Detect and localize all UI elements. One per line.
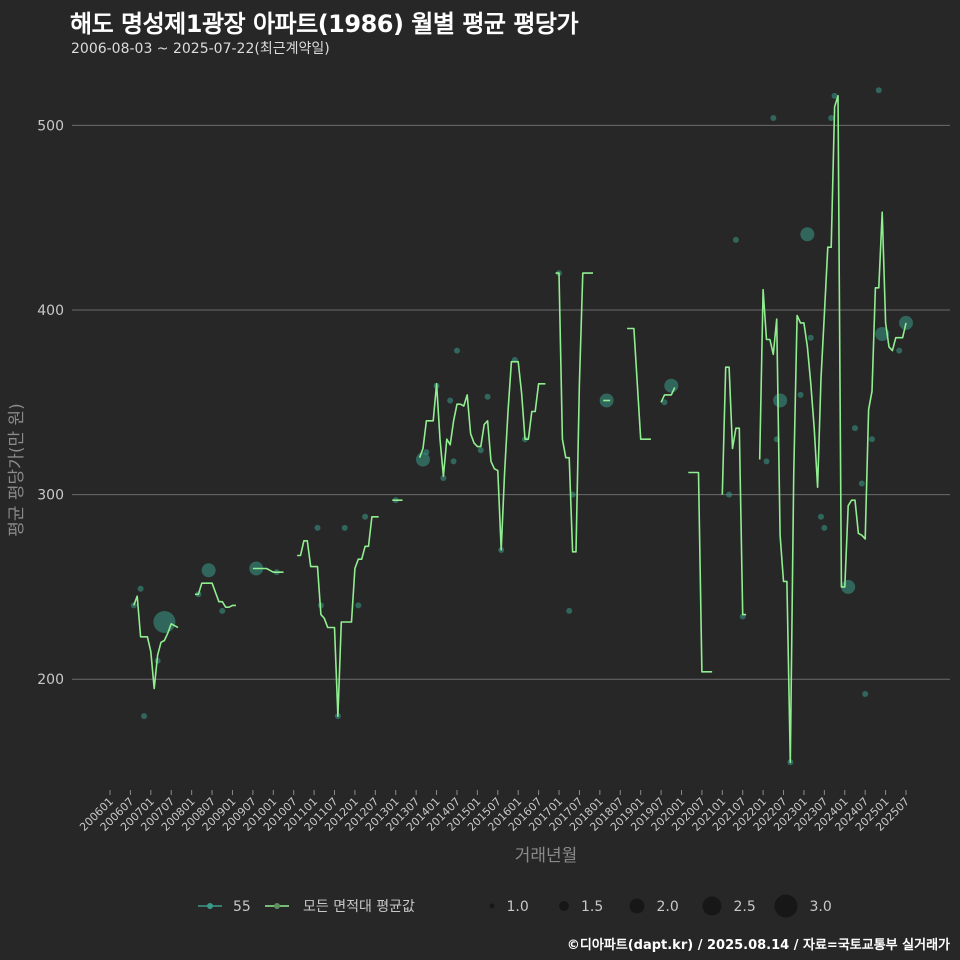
avg-line-segment bbox=[758, 95, 907, 764]
legend-avg-dot bbox=[274, 903, 280, 909]
legend-size-circle bbox=[629, 898, 645, 914]
data-point-55 bbox=[341, 524, 348, 531]
legend-size-label: 2.0 bbox=[657, 899, 679, 915]
data-point-55 bbox=[875, 87, 882, 94]
avg-line-segment bbox=[555, 272, 593, 553]
data-point-55 bbox=[858, 480, 865, 487]
legend-layer: 55 모든 면적대 평균값 1.0 1.5 2.0 2.5 3.0 bbox=[198, 894, 832, 918]
data-point-55 bbox=[831, 92, 838, 99]
data-point-55 bbox=[821, 524, 828, 531]
data-point-55 bbox=[896, 347, 903, 354]
data-point-55 bbox=[807, 334, 814, 341]
avg-line-segment bbox=[418, 360, 546, 551]
data-point-55 bbox=[440, 475, 447, 481]
data-point-55 bbox=[362, 513, 369, 520]
data-point-55 bbox=[137, 585, 144, 592]
data-point-55 bbox=[800, 227, 815, 242]
y-tick-label: 500 bbox=[37, 118, 64, 134]
avg-line-segment bbox=[133, 595, 179, 690]
data-point-55 bbox=[773, 393, 788, 408]
legend-size-label: 1.0 bbox=[507, 899, 529, 915]
legend-avg-label: 모든 면적대 평균값 bbox=[303, 899, 415, 915]
avg-line-segment bbox=[195, 582, 236, 608]
chart-subtitle: 2006-08-03 ~ 2025-07-22(최근계약일) bbox=[71, 41, 330, 57]
legend-size-label: 2.5 bbox=[734, 899, 756, 915]
x-axis-title: 거래년월 bbox=[515, 846, 578, 866]
data-point-55 bbox=[828, 115, 835, 121]
legend-size-label: 3.0 bbox=[810, 899, 832, 915]
data-point-55 bbox=[851, 425, 858, 432]
grid-layer bbox=[72, 124, 950, 680]
data-point-55 bbox=[868, 436, 875, 443]
data-point-55 bbox=[447, 397, 454, 404]
data-point-55 bbox=[201, 563, 216, 578]
y-axis-title: 평균 평당가(만 원) bbox=[7, 403, 27, 537]
data-point-55 bbox=[770, 115, 777, 121]
data-point-55 bbox=[450, 458, 457, 465]
data-point-55 bbox=[817, 513, 824, 520]
data-point-55 bbox=[566, 607, 573, 614]
data-point-55 bbox=[423, 449, 430, 456]
axis-layer: 2003004005002006012006072007012007072008… bbox=[7, 118, 912, 866]
legend-size-circle bbox=[559, 901, 569, 911]
source-caption: ©디아파트(dapt.kr) / 2025.08.14 / 자료=국토교통부 실… bbox=[566, 938, 950, 953]
y-tick-label: 400 bbox=[37, 303, 64, 319]
data-point-55 bbox=[664, 378, 679, 393]
data-point-55 bbox=[661, 399, 668, 406]
data-point-55 bbox=[219, 607, 226, 614]
avg-line-segment bbox=[627, 327, 651, 440]
data-point-55 bbox=[726, 491, 733, 498]
data-point-55 bbox=[477, 447, 484, 454]
data-point-55 bbox=[763, 458, 770, 465]
data-point-55 bbox=[453, 347, 460, 354]
chart-title: 해도 명성제1광장 아파트(1986) 월별 평균 평당가 bbox=[70, 10, 579, 38]
legend-size-circle bbox=[489, 903, 495, 909]
avg-line-segment bbox=[297, 516, 379, 717]
avg-line-segment bbox=[660, 387, 676, 403]
y-tick-label: 200 bbox=[37, 672, 64, 688]
data-point-55 bbox=[484, 393, 491, 400]
avg-line-segment bbox=[721, 366, 747, 616]
data-point-55 bbox=[355, 602, 362, 609]
legend-size-circle bbox=[774, 894, 798, 918]
y-tick-label: 300 bbox=[37, 488, 64, 504]
legend-55-dot bbox=[207, 903, 213, 909]
avg-line-segment bbox=[688, 471, 713, 673]
avg-line-segment bbox=[252, 567, 284, 573]
line-layer bbox=[133, 95, 907, 764]
legend-size-label: 1.5 bbox=[581, 899, 603, 915]
data-point-55 bbox=[862, 691, 869, 697]
data-point-55 bbox=[141, 713, 148, 720]
data-point-55 bbox=[875, 327, 890, 341]
legend-size-circle bbox=[702, 896, 722, 916]
legend-55-label: 55 bbox=[233, 899, 251, 915]
data-point-55 bbox=[314, 524, 321, 531]
data-point-55 bbox=[797, 391, 804, 398]
data-point-55 bbox=[153, 611, 176, 633]
dot-layer bbox=[130, 87, 913, 766]
data-point-55 bbox=[732, 236, 739, 243]
